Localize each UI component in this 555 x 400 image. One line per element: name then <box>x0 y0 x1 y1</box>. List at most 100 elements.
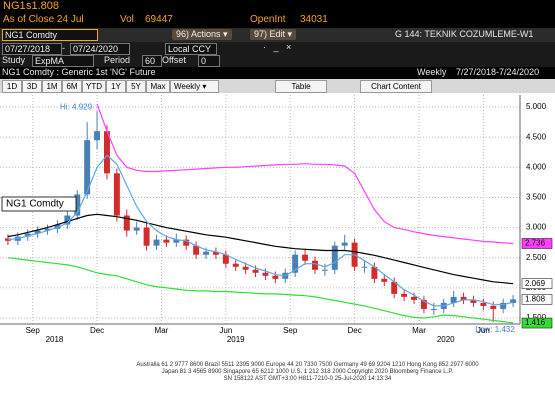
year-label: 2019 <box>227 335 245 344</box>
offset-input[interactable]: 0 <box>198 55 220 67</box>
low-annotation: Low: 1.432 <box>476 325 516 334</box>
y-tick-label: 4.500 <box>526 132 547 141</box>
tab[interactable]: 1Y <box>106 80 126 93</box>
study-line <box>7 257 514 324</box>
currency-select[interactable]: Local CCY <box>165 43 217 55</box>
candle-body <box>222 254 229 264</box>
security-description: NG1 Comdty : Generic 1st 'NG' Future <box>2 67 156 77</box>
x-tick-label: Mar <box>155 326 169 335</box>
candle-body <box>500 302 507 309</box>
x-tick-label: Dec <box>90 326 104 335</box>
candle-body <box>252 269 259 273</box>
frequency: Weekly <box>417 67 447 77</box>
candle-body <box>74 194 81 216</box>
chart-background <box>0 93 555 345</box>
tab[interactable]: 1D <box>2 80 22 93</box>
security-input[interactable]: NG1 Comdty <box>2 29 98 41</box>
as-of: As of Close 24 Jul <box>3 14 84 25</box>
candle-body <box>113 173 120 216</box>
ticker: NG1 <box>3 0 26 12</box>
candle-body <box>470 299 477 303</box>
window-controls: · _ × <box>263 42 292 52</box>
study-select[interactable]: ExpMA <box>32 55 94 67</box>
candle-body <box>490 305 497 309</box>
candle-body <box>341 242 348 246</box>
footer: Australia 61 2 9777 8600 Brazil 5511 239… <box>0 362 555 392</box>
year-label: 2020 <box>437 335 455 344</box>
study-label: Study <box>2 55 26 65</box>
candle-body <box>133 227 140 231</box>
toolbar: NG1 Comdty 96) Actions ▾ 97) Edit ▾ G 14… <box>0 28 555 42</box>
tab[interactable]: YTD <box>82 80 106 93</box>
chart-content-button[interactable]: Chart Content <box>360 80 432 93</box>
actions-label: 96) Actions <box>176 29 221 39</box>
tab[interactable]: Max <box>146 80 170 93</box>
oi-label: OpenInt <box>250 14 286 25</box>
candle-body <box>302 254 309 261</box>
vol-label: Vol <box>120 14 134 25</box>
candle-body <box>123 215 130 231</box>
edit-button[interactable]: 97) Edit ▾ <box>250 29 297 40</box>
start-date[interactable]: 07/27/2018 <box>2 43 62 55</box>
x-tick-label: Dec <box>347 326 361 335</box>
price-flag <box>521 238 553 249</box>
candle-body <box>153 239 160 246</box>
range-bar: 07/27/2018 - 07/24/2020 Local CCY · _ × <box>0 42 555 55</box>
x-tick-label: Jun <box>219 326 232 335</box>
price-flag-label: 1.808 <box>525 295 546 304</box>
legend-label: NG1 Comdty <box>6 199 64 210</box>
end-date[interactable]: 07/24/2020 <box>70 43 130 55</box>
candle-body <box>84 140 91 195</box>
quote-bar: NG1 s1.808 As of Close 24 Jul Vol 69447 … <box>0 0 555 28</box>
candle-body <box>212 251 219 255</box>
tab[interactable]: 5Y <box>126 80 146 93</box>
actions-button[interactable]: 96) Actions ▾ <box>172 29 232 40</box>
tab[interactable]: 3D <box>22 80 42 93</box>
candle-body <box>391 281 398 294</box>
last-price: s1.808 <box>26 0 60 12</box>
tab[interactable]: 1M <box>42 80 62 93</box>
offset-label: Offset <box>162 55 186 65</box>
period-label: Period <box>104 55 131 65</box>
table-button[interactable]: Table <box>275 80 327 93</box>
edit-label: 97) Edit <box>254 29 286 39</box>
candle-body <box>401 293 408 297</box>
price-flag-label: 1.416 <box>525 318 546 327</box>
vol: 69447 <box>145 14 173 25</box>
candle-body <box>104 131 110 174</box>
price-flag <box>521 317 553 329</box>
study-bar: Study ExpMA Period 60 Offset 0 <box>0 55 555 67</box>
y-tick-label: 5.000 <box>526 102 547 111</box>
candle-body <box>183 239 190 246</box>
candle-body <box>450 296 457 303</box>
candle-body <box>460 296 467 300</box>
candle-body <box>321 269 328 271</box>
frequency-tab[interactable]: Weekly ▾ <box>170 80 219 93</box>
price-flag-label: 2.736 <box>525 239 546 248</box>
x-tick-label: Sep <box>26 326 41 335</box>
candle-body <box>203 251 209 255</box>
oi: 34031 <box>300 14 328 25</box>
y-tick-label: 4.000 <box>526 162 547 171</box>
footer-line: Japan 81 3 4565 8900 Singapore 65 6212 1… <box>161 369 454 375</box>
candle-body <box>312 260 318 270</box>
candle-body <box>272 275 279 279</box>
range-dash: - <box>62 43 65 53</box>
y-tick-label: 3.500 <box>526 193 547 202</box>
candle-body <box>331 245 338 270</box>
candle-body <box>54 224 61 229</box>
candle-body <box>173 239 180 243</box>
candle-body <box>143 227 150 246</box>
candle-body <box>94 131 101 141</box>
tab[interactable]: 6M <box>62 80 82 93</box>
y-tick-label: 2.500 <box>526 253 547 262</box>
candle-body <box>163 239 170 243</box>
legend-box <box>1 196 77 212</box>
y-tick-label: 3.000 <box>526 223 547 232</box>
candle-body <box>193 245 200 255</box>
candle-body <box>430 308 437 310</box>
period-input[interactable]: 60 <box>142 55 162 67</box>
candle-body <box>242 266 249 270</box>
y-tick-label: 1.500 <box>526 313 547 322</box>
